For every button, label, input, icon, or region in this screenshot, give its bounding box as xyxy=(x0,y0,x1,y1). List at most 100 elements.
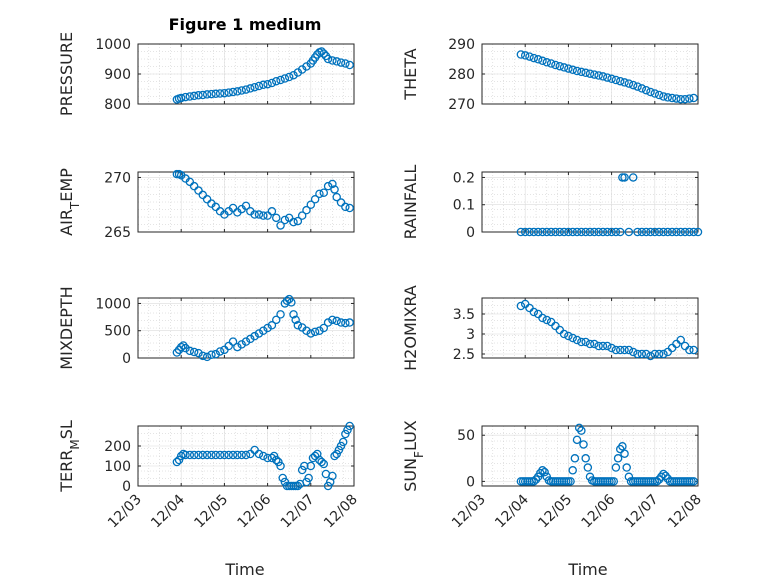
data-point xyxy=(220,450,229,460)
data-point xyxy=(555,325,565,335)
data-point xyxy=(611,75,621,85)
data-point xyxy=(603,341,612,351)
y-axis-label-main: TERR xyxy=(57,450,76,493)
data-point xyxy=(654,227,664,237)
y-axis-label: TERRMSL xyxy=(57,420,82,493)
data-point xyxy=(280,215,290,225)
data-point xyxy=(628,347,638,357)
data-point xyxy=(551,60,560,70)
data-point xyxy=(525,52,534,61)
data-point xyxy=(564,331,573,341)
data-point xyxy=(577,227,586,237)
data-point xyxy=(529,53,539,63)
plot-frame xyxy=(481,425,699,487)
data-point xyxy=(289,217,298,227)
data-point xyxy=(211,202,221,212)
data-point xyxy=(267,78,277,88)
y-tick-label: 0.1 xyxy=(453,198,475,214)
data-point xyxy=(319,323,329,333)
data-point xyxy=(663,347,673,357)
data-point xyxy=(224,450,233,460)
subplot-rainfall: 0 0.1 0.2 RAINFALL xyxy=(401,165,703,241)
data-point xyxy=(293,216,303,226)
data-point xyxy=(289,70,298,80)
data-point xyxy=(650,227,660,237)
data-point xyxy=(659,92,668,101)
data-point xyxy=(241,85,251,94)
data-point xyxy=(293,481,303,491)
y-axis-label-tail: LUX xyxy=(401,420,420,451)
data-point xyxy=(319,188,329,197)
y-tick-label: 0 xyxy=(466,474,475,490)
data-point xyxy=(198,90,208,100)
y-tick-label: 265 xyxy=(104,225,131,241)
data-point xyxy=(680,94,690,104)
data-point xyxy=(310,195,320,204)
data-point xyxy=(520,227,530,237)
data-point xyxy=(598,341,608,351)
subplot-airtemp: 265 270 AIRTEMP xyxy=(57,168,355,241)
data-point xyxy=(551,227,560,237)
data-point xyxy=(607,227,616,237)
data-point xyxy=(259,326,268,335)
data-point xyxy=(332,316,341,326)
data-point xyxy=(659,469,668,479)
data-point xyxy=(254,210,264,219)
y-axis-label-main: SUN xyxy=(401,458,420,492)
data-point xyxy=(570,454,580,463)
data-point xyxy=(546,227,556,237)
data-point xyxy=(336,198,346,207)
data-point xyxy=(520,51,530,60)
data-point xyxy=(624,345,634,355)
data-point xyxy=(220,88,229,98)
data-point xyxy=(533,55,543,64)
data-point xyxy=(202,195,212,204)
data-point xyxy=(338,437,348,447)
y-tick-label: 270 xyxy=(448,97,475,113)
data-point xyxy=(176,451,186,461)
data-point xyxy=(613,454,623,463)
data-point xyxy=(336,441,346,451)
data-point xyxy=(323,318,333,327)
data-point xyxy=(323,54,333,64)
x-axis-label-left: Time xyxy=(224,560,264,579)
data-point xyxy=(685,227,694,237)
data-point xyxy=(345,60,354,70)
data-point xyxy=(555,227,565,237)
data-point xyxy=(276,310,285,319)
y-axis-label: H2OMIXRA xyxy=(401,285,420,371)
data-point xyxy=(566,477,575,486)
data-point xyxy=(271,315,281,325)
data-point xyxy=(271,213,281,223)
subplot-h2omixra: 2.5 3 3.5 H2OMIXRA xyxy=(401,285,699,371)
data-point xyxy=(654,349,664,359)
data-point xyxy=(267,321,277,330)
data-point xyxy=(278,473,287,483)
plot-frame xyxy=(481,297,699,359)
data-point xyxy=(185,450,195,460)
data-point xyxy=(306,329,316,338)
data-point xyxy=(189,347,199,357)
data-point xyxy=(334,445,344,455)
data-point xyxy=(633,349,642,359)
data-point xyxy=(271,76,281,86)
data-point xyxy=(263,79,272,89)
data-point xyxy=(269,451,279,461)
data-point xyxy=(641,85,651,95)
data-point xyxy=(233,87,242,96)
data-point xyxy=(676,227,685,237)
data-point xyxy=(246,84,255,93)
x-tick-label: 12/04 xyxy=(148,491,188,531)
y-axis-label: RAINFALL xyxy=(401,165,420,240)
y-tick-label: 0 xyxy=(122,479,131,495)
y-axis-label-main: THETA xyxy=(401,48,420,100)
y-axis-label: MIXDEPTH xyxy=(57,286,76,369)
data-point xyxy=(189,181,199,191)
x-tick-label: 12/06 xyxy=(235,491,275,531)
plot-frame xyxy=(481,171,699,233)
y-tick-label: 2.5 xyxy=(453,347,475,363)
data-point xyxy=(568,227,577,237)
data-point xyxy=(341,59,350,68)
plot-frame xyxy=(137,425,355,487)
data-point xyxy=(263,323,272,333)
